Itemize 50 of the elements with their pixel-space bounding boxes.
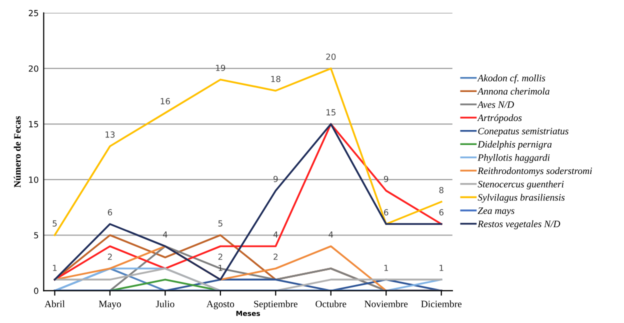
data-label: 1 xyxy=(52,264,57,271)
y-tick-label: 15 xyxy=(29,121,38,128)
data-label: 2 xyxy=(108,254,112,260)
data-label: 2 xyxy=(274,254,278,260)
x-tick-label: Septiembre xyxy=(254,300,298,310)
legend-label: Akodon cf. mollis xyxy=(477,74,546,84)
x-tick-label: Julio xyxy=(156,300,174,308)
x-tick-label: Mayo xyxy=(98,300,121,310)
legend-label: Sylvilagus brasiliensis xyxy=(478,194,565,203)
legend-label: Annona cherimola xyxy=(477,88,550,95)
legend-label: Didelphis pernigra xyxy=(478,140,552,150)
y-tick-label: 0 xyxy=(34,288,38,294)
data-label: 6 xyxy=(108,209,112,216)
data-label: 6 xyxy=(439,209,444,216)
legend-label: Stenocercus guentheri xyxy=(478,180,564,190)
legend-label: Phyllotis haggardi xyxy=(478,154,550,163)
data-label: 8 xyxy=(439,186,444,194)
data-label: 4 xyxy=(328,232,334,238)
y-tick-label: 10 xyxy=(29,176,38,183)
data-label: 9 xyxy=(274,176,278,182)
data-label: 13 xyxy=(106,131,115,138)
data-label: 19 xyxy=(216,64,226,72)
y-tick-label: 20 xyxy=(28,65,38,72)
y-axis-title: Número de Fecas xyxy=(14,116,21,188)
x-tick-label: Agosto xyxy=(206,300,234,310)
data-label: 4 xyxy=(273,232,278,238)
y-tick-label: 25 xyxy=(28,10,38,16)
data-label: 6 xyxy=(384,209,388,216)
legend-label: Restos vegetales N/D xyxy=(478,220,560,230)
data-label: 20 xyxy=(326,54,336,60)
data-label: 5 xyxy=(52,220,57,227)
data-label: 1 xyxy=(440,264,444,271)
data-label: 4 xyxy=(162,232,168,238)
data-label: 18 xyxy=(271,76,280,82)
legend-label: Zea mays xyxy=(478,207,514,216)
data-label: 2 xyxy=(218,254,222,260)
data-label: 15 xyxy=(326,109,336,116)
x-tick-label: Octubre xyxy=(316,300,346,308)
data-label: 9 xyxy=(384,176,388,182)
x-tick-label: Noviembre xyxy=(364,300,408,308)
data-label: 1 xyxy=(384,264,388,271)
legend-label: Conepatus semistriatus xyxy=(478,128,568,136)
x-tick-label: Diciembre xyxy=(421,300,462,308)
legend-label: Aves N/D xyxy=(477,101,514,108)
x-tick-label: Abril xyxy=(44,300,65,308)
data-label: 5 xyxy=(218,220,222,227)
legend-label: Artrópodos xyxy=(477,114,522,124)
legend-label: Reithrodontomys soderstromi xyxy=(478,167,592,176)
data-label: 16 xyxy=(160,98,170,104)
y-tick-label: 5 xyxy=(34,232,38,238)
